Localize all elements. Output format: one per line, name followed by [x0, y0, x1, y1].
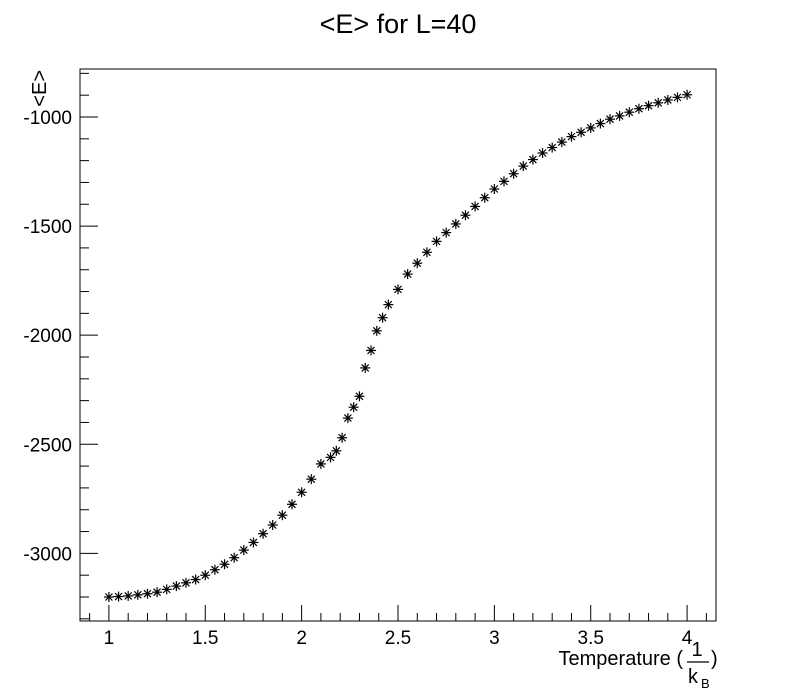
data-point	[672, 92, 683, 103]
data-point	[614, 110, 625, 121]
data-point	[248, 537, 259, 548]
data-point	[287, 499, 297, 510]
data-point	[306, 474, 317, 485]
data-point	[643, 100, 654, 111]
data-point	[595, 118, 606, 129]
y-tick-label: -1500	[23, 217, 72, 238]
data-point	[315, 458, 326, 469]
plot-frame	[79, 68, 717, 622]
data-point	[360, 362, 371, 373]
x-tick-label: 4	[682, 628, 693, 649]
data-point	[450, 218, 461, 229]
data-point	[152, 587, 163, 598]
data-point	[325, 452, 336, 463]
data-point	[331, 445, 342, 456]
data-point	[132, 589, 143, 600]
data-point	[267, 520, 278, 530]
data-point	[431, 236, 442, 247]
data-point	[566, 131, 577, 142]
data-points	[103, 89, 693, 602]
x-tick-label: 1.5	[192, 628, 218, 649]
x-tick-label: 3	[489, 628, 500, 649]
x-tick-label: 1	[104, 628, 115, 649]
y-tick-label: -2000	[23, 326, 72, 347]
data-point	[576, 127, 587, 138]
data-point	[393, 284, 403, 295]
y-axis-tick-labels: -3000 -2500 -2000 -1500 -1000	[23, 108, 72, 565]
data-point	[653, 97, 664, 108]
data-point	[258, 528, 269, 539]
data-point	[402, 269, 413, 280]
data-point	[296, 487, 307, 498]
y-tick-label: -1000	[23, 108, 72, 129]
data-point	[113, 591, 124, 602]
data-point	[662, 94, 673, 105]
data-point	[624, 107, 635, 118]
data-point	[123, 590, 134, 601]
data-point	[383, 299, 394, 310]
data-point	[366, 345, 377, 356]
data-point	[342, 413, 353, 424]
y-axis-label: <E>	[29, 70, 51, 107]
data-point	[171, 581, 182, 592]
data-point	[508, 168, 519, 179]
data-point	[181, 577, 191, 588]
data-point	[354, 391, 365, 402]
data-point	[633, 103, 644, 114]
x-axis-label-subscript: B	[701, 676, 710, 691]
data-point	[412, 258, 423, 269]
x-axis-ticks	[89, 605, 707, 621]
data-point	[518, 161, 529, 172]
data-point	[460, 210, 471, 221]
data-point	[556, 137, 567, 148]
y-tick-label: -2500	[23, 435, 72, 456]
x-axis-label-numerator: 1	[691, 639, 702, 661]
x-tick-label: 3.5	[578, 628, 604, 649]
data-point	[277, 510, 288, 521]
x-axis-label: Temperature ( 1 k B )	[559, 639, 718, 691]
data-point	[605, 114, 615, 125]
data-point	[377, 312, 388, 323]
data-point	[337, 432, 348, 443]
data-point	[348, 402, 359, 413]
data-point	[371, 325, 382, 336]
data-point	[219, 559, 230, 570]
x-tick-label: 2.5	[385, 628, 411, 649]
data-point	[441, 227, 452, 238]
data-point	[489, 184, 500, 194]
data-point	[499, 176, 509, 187]
data-point	[190, 574, 201, 585]
data-point	[209, 564, 220, 575]
data-point	[238, 545, 249, 556]
data-point	[421, 247, 432, 258]
data-point	[229, 552, 240, 563]
x-tick-label: 2	[296, 628, 307, 649]
data-point	[103, 592, 114, 602]
data-point	[537, 148, 548, 158]
x-axis-label-close: )	[711, 648, 718, 670]
data-point	[470, 201, 481, 212]
data-point	[479, 192, 490, 203]
data-point	[200, 570, 211, 581]
x-axis-label-main: Temperature (	[559, 648, 684, 670]
x-axis-label-denominator: k	[688, 666, 699, 688]
data-point	[142, 588, 153, 599]
y-tick-label: -3000	[23, 544, 72, 565]
data-point	[682, 89, 693, 100]
data-point	[161, 584, 172, 595]
data-point	[527, 154, 538, 165]
data-point	[547, 142, 558, 153]
data-point	[585, 122, 596, 133]
x-axis-tick-labels: 1 1.5 2 2.5 3 3.5 4	[104, 628, 693, 649]
chart-title: <E> for L=40	[320, 9, 477, 39]
y-axis-ticks	[80, 72, 98, 620]
